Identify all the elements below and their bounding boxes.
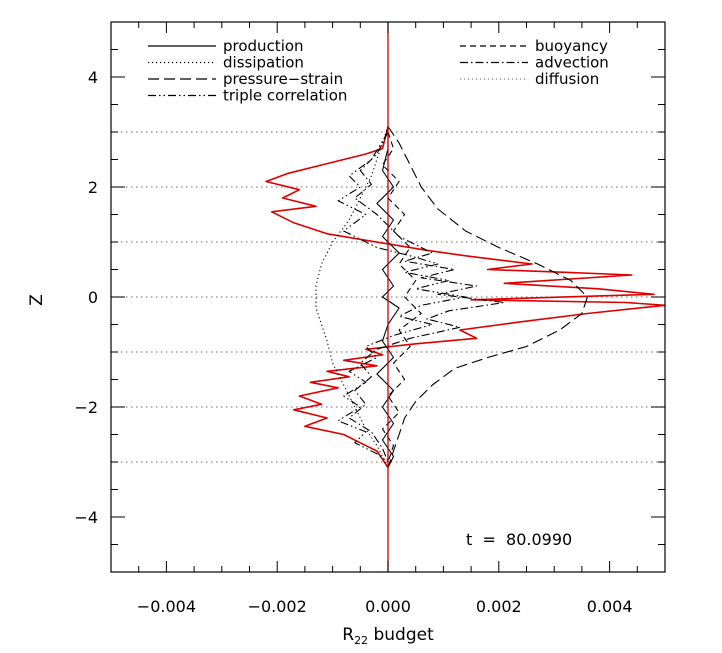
y-axis-label: Z [27, 294, 47, 306]
legend-label: pressure−strain [223, 70, 343, 88]
series-line-buoyancy [381, 131, 422, 463]
series-line-total [265, 126, 665, 468]
y-tick-label: 2 [88, 178, 98, 197]
x-tick-label: 0.000 [365, 597, 411, 616]
x-tick-label: −0.004 [137, 597, 196, 616]
legend-label: production [223, 37, 304, 55]
y-tick-label: −4 [74, 508, 98, 527]
series-layer [265, 126, 665, 468]
y-tick-label: 4 [88, 68, 98, 87]
legend-label: triple correlation [223, 87, 347, 105]
x-axis-label-main: R [342, 625, 354, 645]
legend-label: dissipation [223, 54, 304, 72]
x-tick-label: 0.002 [476, 597, 522, 616]
x-axis-label: R22 budget [342, 625, 434, 647]
legend-label: diffusion [535, 70, 599, 88]
time-annotation: t = 80.0990 [466, 530, 572, 549]
legend-label: advection [535, 54, 609, 72]
x-axis-label-subscript: 22 [354, 634, 368, 647]
x-tick-label: −0.002 [248, 597, 307, 616]
series-line-advection [348, 131, 505, 463]
series-line-dissipation [315, 126, 389, 468]
y-tick-label: −2 [74, 398, 98, 417]
x-axis-label-rest: budget [368, 625, 434, 645]
legend-label: buoyancy [535, 37, 608, 55]
axis-ticks: −0.004 −0.002 0.000 0.002 0.004 −4 −2 0 2 4 [74, 21, 666, 616]
series-line-pressure-strain [387, 126, 588, 468]
x-tick-label: 0.004 [587, 597, 633, 616]
y-tick-label: 0 [88, 288, 98, 307]
series-line-triple-correlation [337, 131, 467, 463]
legend-left: productiondissipationpressure−straintrip… [148, 37, 347, 105]
